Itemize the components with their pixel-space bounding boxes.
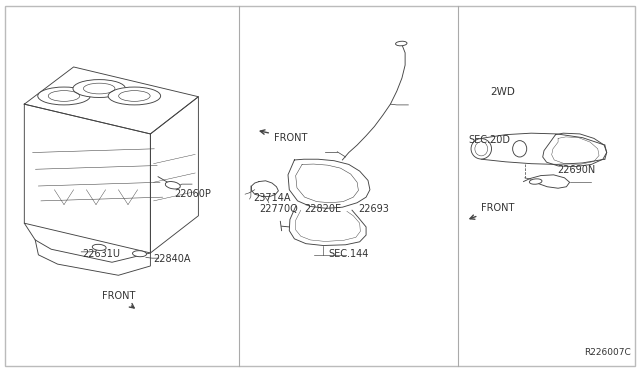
Ellipse shape (513, 141, 527, 157)
Text: FRONT: FRONT (260, 130, 307, 142)
Text: 22693: 22693 (358, 204, 389, 214)
Text: 22631U: 22631U (82, 248, 120, 259)
Ellipse shape (165, 182, 180, 189)
Text: FRONT: FRONT (102, 291, 136, 308)
Text: 22690N: 22690N (557, 165, 595, 175)
Text: 22770Q: 22770Q (259, 204, 298, 214)
Text: R226007C: R226007C (584, 348, 630, 357)
Text: 22820E: 22820E (304, 204, 341, 214)
Text: 22060P: 22060P (174, 189, 211, 199)
Ellipse shape (73, 80, 125, 97)
Ellipse shape (529, 179, 542, 184)
Ellipse shape (38, 87, 90, 105)
Ellipse shape (132, 251, 147, 257)
Text: SEC.20D: SEC.20D (468, 135, 511, 145)
Ellipse shape (108, 87, 161, 105)
Text: 23714A: 23714A (253, 193, 291, 203)
Ellipse shape (471, 139, 492, 159)
Ellipse shape (396, 41, 407, 46)
Text: FRONT: FRONT (470, 203, 515, 219)
Text: SEC.144: SEC.144 (328, 248, 369, 259)
Text: 2WD: 2WD (490, 87, 515, 97)
Text: 22840A: 22840A (154, 254, 191, 264)
Ellipse shape (92, 244, 106, 250)
